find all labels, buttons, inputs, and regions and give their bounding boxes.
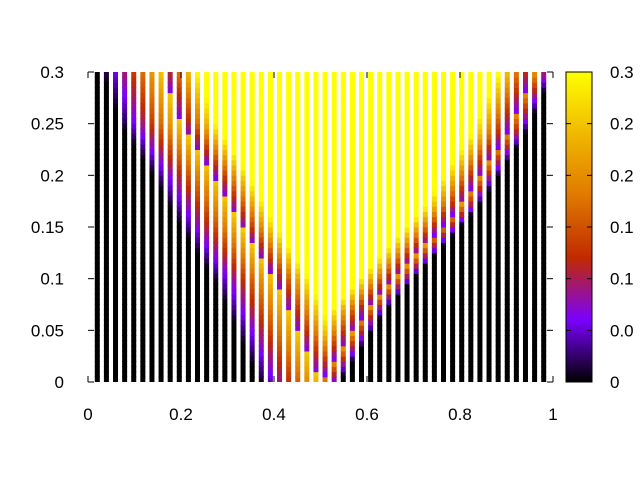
x-tick-label: 0.4 [262, 405, 286, 424]
colorbar-tick-label: 0.1 [610, 270, 634, 289]
y-axis: 0 0.05 0.1 0.15 0.2 0.25 0.3 [31, 63, 553, 392]
y-tick-label: 0.2 [40, 166, 64, 185]
x-tick-label: 0 [83, 405, 92, 424]
y-tick-label: 0.15 [31, 218, 64, 237]
colorbar-tick-label: 0.2 [610, 166, 634, 185]
x-tick-label: 0.8 [448, 405, 472, 424]
y-tick-label: 0.3 [40, 63, 64, 82]
x-axis: 0 0.2 0.4 0.6 0.8 1 [83, 72, 558, 424]
y-tick-label: 0 [55, 373, 64, 392]
colorbar: 0 0.0 0.1 0.1 0.2 0.2 0.3 [565, 63, 634, 392]
y-tick-label: 0.1 [40, 270, 64, 289]
colorbar-tick-label: 0.0 [610, 321, 634, 340]
y-tick-label: 0.05 [31, 321, 64, 340]
colorbar-tick-label: 0 [610, 373, 619, 392]
colorbar-tick-label: 0.2 [610, 115, 634, 134]
colorbar-tick-label: 0.3 [610, 63, 634, 82]
colorbar-tick-label: 0.1 [610, 218, 634, 237]
x-tick-label: 1 [548, 405, 557, 424]
x-tick-label: 0.2 [169, 405, 193, 424]
plot-area [94, 72, 547, 382]
plot-frame [88, 72, 553, 382]
y-tick-label: 0.25 [31, 115, 64, 134]
x-tick-label: 0.6 [355, 405, 379, 424]
